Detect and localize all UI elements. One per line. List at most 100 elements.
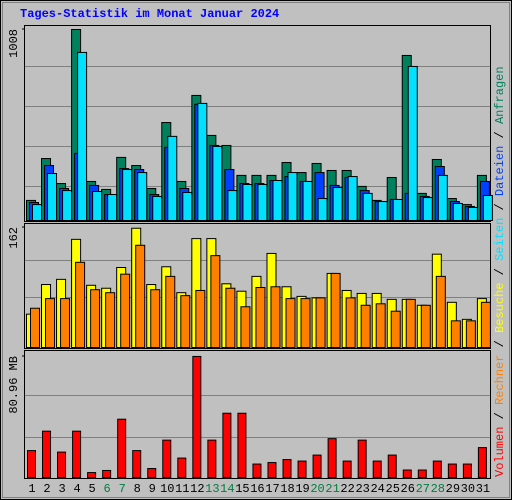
legend-separator: / [493,405,507,427]
bar [195,289,206,348]
bar [387,454,397,478]
x-tick-label: 5 [89,482,96,496]
x-tick-label: 31 [476,482,490,496]
bar [312,454,322,478]
legend-entry: Dateien [493,146,507,196]
bar [390,310,401,348]
bar [237,412,247,479]
bar [477,447,487,479]
bar [285,298,296,349]
legend-entry: Anfragen [493,66,507,124]
bar [90,289,101,349]
bar [92,191,103,221]
bar [345,297,356,348]
bar [152,195,163,221]
bar [77,51,88,221]
bar [302,180,313,221]
bar [75,261,86,349]
bar [132,450,142,479]
bar [62,190,73,221]
x-tick-label: 9 [149,482,156,496]
bar [147,468,157,479]
x-tick-label: 18 [280,482,294,496]
bar [452,202,463,221]
panel-frame [24,350,491,479]
bar [392,198,403,221]
bar [240,306,251,348]
legend-entry: Besuche [493,283,507,333]
x-tick-label: 4 [73,482,80,496]
legend-separator: / [493,124,507,146]
bar [297,460,307,479]
x-tick-label: 14 [220,482,234,496]
bar [182,191,193,221]
bar [105,292,116,348]
bar [212,145,223,222]
bar [117,418,127,478]
bar [432,460,442,479]
bar [197,102,208,221]
bar [407,65,418,221]
bar [417,469,427,478]
x-tick-label: 25 [386,482,400,496]
bar [422,197,433,221]
bar [375,303,386,348]
x-tick-label: 16 [250,482,264,496]
x-tick-label: 26 [401,482,415,496]
bar [227,190,238,221]
bar [377,201,388,222]
x-tick-label: 8 [134,482,141,496]
x-tick-label: 15 [235,482,249,496]
x-tick-label: 22 [340,482,354,496]
bar [180,295,191,349]
x-tick-label: 23 [355,482,369,496]
x-tick-label: 13 [205,482,219,496]
bar [315,297,326,348]
bar [87,472,97,478]
legend: Volumen / Rechner / Besuche / Seiten / D… [493,66,507,477]
bar [257,183,268,221]
legend-separator: / [493,261,507,283]
bar [137,172,148,221]
x-tick-label: 27 [416,482,430,496]
x-tick-label: 2 [43,482,50,496]
bar [435,275,446,348]
bar [300,298,311,349]
x-tick-label: 30 [461,482,475,496]
bar [192,355,202,478]
bar [122,169,133,221]
y-tick-label: 1008 [7,29,21,58]
bar [135,244,146,348]
y-tick-label: 162 [7,227,21,249]
bar [120,273,131,348]
bar [402,469,412,478]
bar [45,298,56,349]
bar [437,174,448,221]
bar [177,457,187,478]
bar [32,204,42,221]
x-tick-label: 12 [190,482,204,496]
legend-entry: Volumen [493,427,507,477]
bar [447,463,457,479]
bar [347,176,358,222]
bar [480,301,491,349]
bar [267,462,277,479]
legend-separator: / [493,333,507,355]
bar [465,320,476,349]
bar [272,180,283,221]
bar [162,439,172,478]
bar [360,304,371,348]
bar [317,198,328,221]
bar [57,451,67,478]
bar [420,304,431,348]
bar [72,430,82,479]
bar [47,173,58,221]
bar [362,192,373,221]
bar [327,438,337,478]
bar [225,287,236,349]
bar [60,298,71,349]
bar [330,272,341,349]
legend-entry: Rechner [493,355,507,405]
bar [165,275,176,348]
